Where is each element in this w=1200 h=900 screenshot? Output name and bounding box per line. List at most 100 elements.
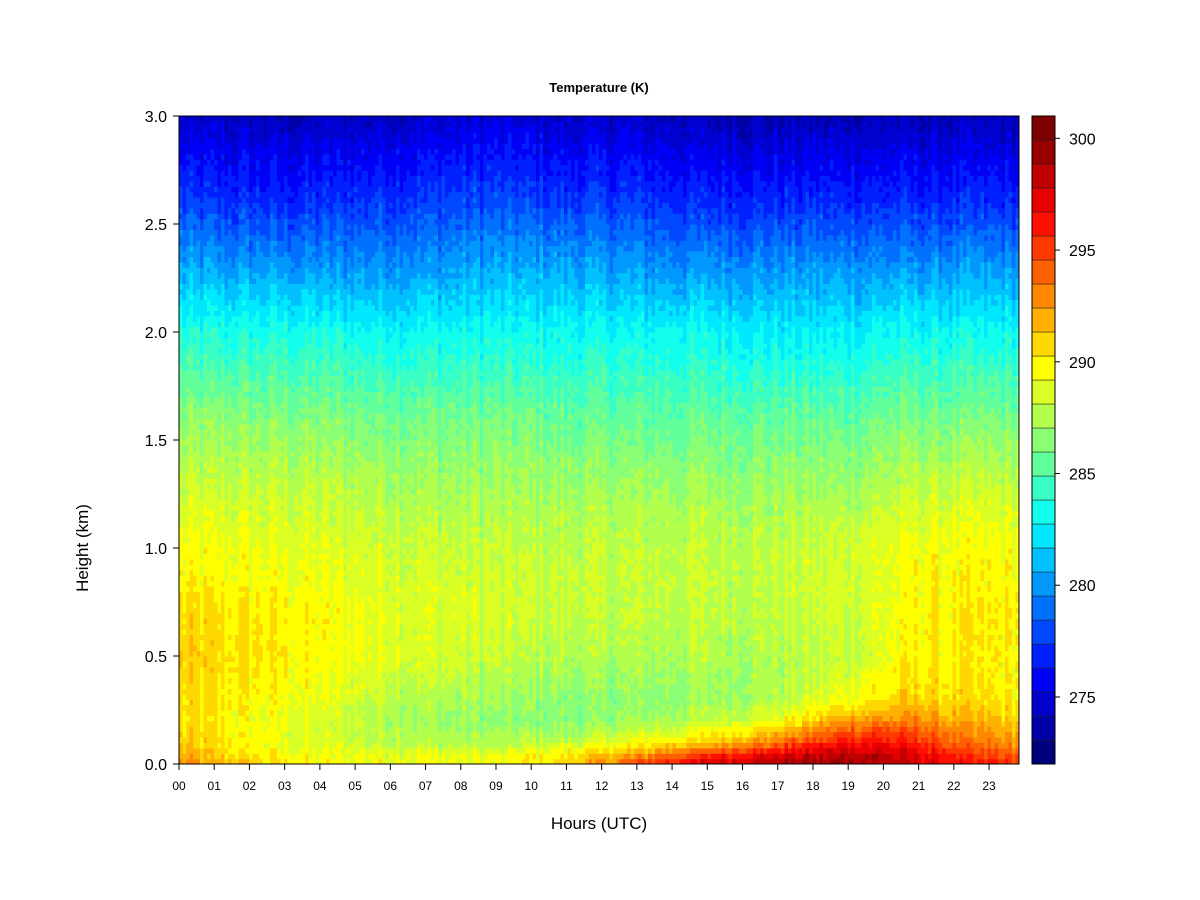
heatmap-cell (207, 737, 212, 743)
heatmap-cell (231, 261, 236, 268)
heatmap-cell (182, 337, 187, 344)
heatmap-cell (294, 391, 299, 398)
heatmap-cell (252, 402, 257, 409)
heatmap-cell (245, 153, 250, 160)
heatmap-cell (214, 288, 219, 295)
heatmap-cell (263, 337, 268, 344)
heatmap-cell (298, 186, 303, 193)
heatmap-cell (287, 413, 292, 419)
heatmap-cell (259, 342, 264, 349)
heatmap-cell (315, 386, 320, 392)
heatmap-cell (224, 369, 229, 376)
heatmap-cell (284, 224, 289, 230)
heatmap-cell (252, 688, 257, 695)
heatmap-cell (312, 353, 317, 360)
heatmap-cell (207, 418, 212, 425)
heatmap-cell (224, 440, 229, 446)
heatmap-cell (322, 467, 327, 473)
heatmap-cell (256, 450, 261, 457)
heatmap-cell (224, 602, 229, 608)
heatmap-cell (270, 386, 275, 392)
heatmap-cell (259, 542, 264, 549)
heatmap-cell (217, 386, 222, 392)
heatmap-cell (238, 224, 243, 230)
heatmap-cell (305, 278, 310, 284)
heatmap-cell (224, 402, 229, 409)
heatmap-cell (249, 618, 254, 625)
heatmap-cell (312, 450, 317, 457)
heatmap-cell (242, 213, 247, 220)
heatmap-cell (200, 191, 205, 198)
heatmap-cell (221, 542, 226, 549)
heatmap-cell (305, 575, 310, 581)
heatmap-cell (228, 337, 233, 344)
heatmap-cell (186, 234, 191, 241)
heatmap-cell (193, 742, 198, 749)
heatmap-cell (277, 315, 282, 322)
heatmap-cell (252, 526, 257, 533)
heatmap-cell (315, 137, 320, 144)
heatmap-cell (217, 494, 222, 500)
heatmap-cell (259, 564, 264, 571)
heatmap-cell (266, 407, 271, 414)
heatmap-cell (196, 170, 201, 176)
heatmap-cell (259, 683, 264, 689)
heatmap-cell (256, 288, 261, 295)
heatmap-cell (228, 472, 233, 479)
heatmap-cell (277, 267, 282, 274)
heatmap-cell (179, 747, 184, 754)
heatmap-cell (319, 569, 324, 576)
heatmap-cell (231, 510, 236, 517)
heatmap-cell (203, 234, 208, 241)
heatmap-cell (301, 434, 306, 441)
heatmap-cell (224, 180, 229, 187)
heatmap-cell (249, 429, 254, 436)
heatmap-cell (214, 143, 219, 149)
heatmap-cell (270, 375, 275, 382)
heatmap-cell (252, 645, 257, 652)
heatmap-cell (231, 526, 236, 533)
heatmap-cell (315, 494, 320, 500)
heatmap-cell (249, 531, 254, 538)
heatmap-cell (315, 116, 320, 122)
heatmap-cell (291, 488, 296, 495)
heatmap-cell (182, 175, 187, 182)
heatmap-cell (217, 234, 222, 241)
heatmap-cell (179, 558, 184, 565)
heatmap-cell (203, 191, 208, 198)
heatmap-cell (182, 645, 187, 652)
heatmap-cell (249, 288, 254, 295)
heatmap-cell (280, 569, 285, 576)
heatmap-cell (294, 407, 299, 414)
heatmap-cell (214, 715, 219, 722)
heatmap-cell (228, 737, 233, 743)
heatmap-cell (179, 467, 184, 473)
heatmap-cell (186, 645, 191, 652)
heatmap-cell (228, 283, 233, 290)
heatmap-cell (196, 656, 201, 662)
heatmap-cell (259, 391, 264, 398)
heatmap-cell (231, 170, 236, 176)
heatmap-cell (301, 602, 306, 608)
heatmap-cell (245, 737, 250, 743)
heatmap-cell (305, 224, 310, 230)
heatmap-cell (287, 153, 292, 160)
heatmap-cell (245, 359, 250, 365)
heatmap-cell (200, 369, 205, 376)
heatmap-cell (221, 575, 226, 581)
heatmap-cell (280, 656, 285, 662)
heatmap-cell (259, 407, 264, 414)
heatmap-cell (210, 326, 215, 333)
heatmap-cell (245, 305, 250, 311)
heatmap-cell (242, 137, 247, 144)
heatmap-cell (266, 180, 271, 187)
heatmap-cell (259, 504, 264, 511)
heatmap-cell (277, 326, 282, 333)
heatmap-cell (238, 531, 243, 538)
heatmap-cell (273, 467, 278, 473)
heatmap-cell (214, 224, 219, 230)
heatmap-cell (277, 634, 282, 641)
heatmap-cell (186, 629, 191, 635)
heatmap-cell (245, 342, 250, 349)
heatmap-cell (273, 580, 278, 587)
